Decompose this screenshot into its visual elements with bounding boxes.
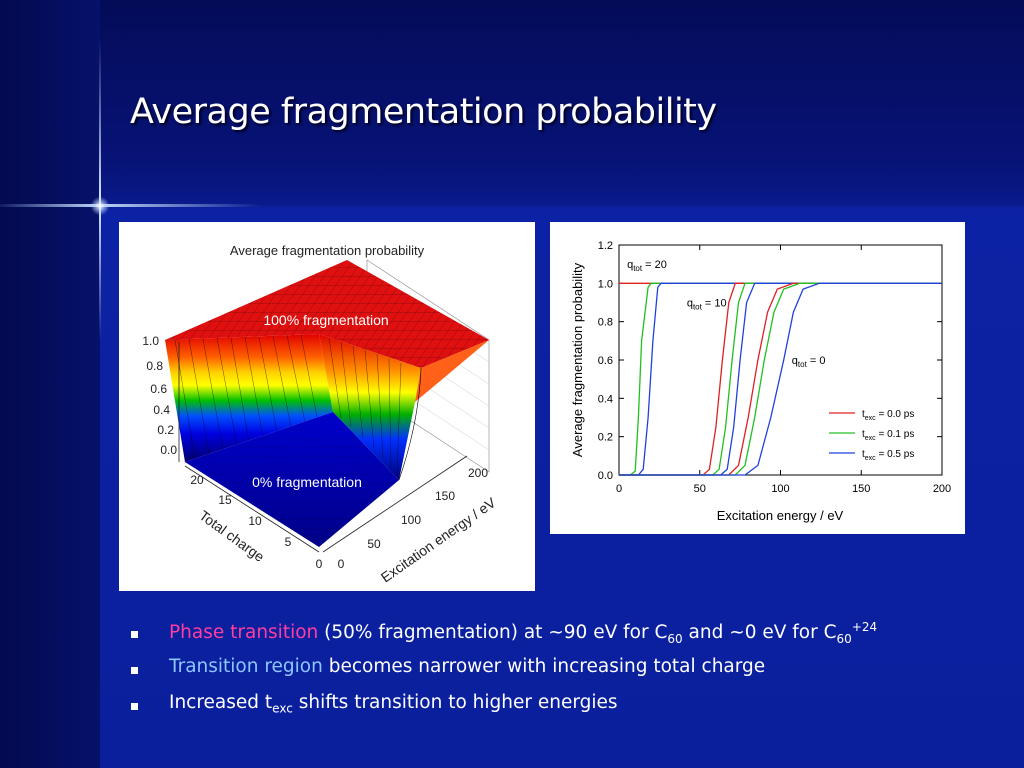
charge-annotation: qtot = 0	[792, 355, 826, 369]
charge-tick: 10	[248, 514, 262, 528]
bullet-text: (50% fragmentation) at ~90 eV for C	[318, 622, 668, 644]
series-lines	[619, 282, 942, 476]
series-line-q0	[619, 282, 942, 476]
surface-mesh	[174, 334, 402, 477]
energy-axis-title: Excitation energy / eV	[378, 494, 499, 586]
y-tick-label: 1.2	[598, 240, 613, 252]
z-tick: 0.2	[157, 423, 174, 437]
flare-vertical	[99, 40, 101, 340]
line-chart-svg: 0.0 0.2 0.4 0.6 0.8 1.0 1.2 0 50 100 150 200 qtot …	[570, 240, 951, 523]
series-line-q20	[619, 282, 942, 476]
series-line-q0	[619, 282, 942, 476]
legend-entry: texc = 0.5 ps	[862, 449, 914, 462]
bullet-highlight: Transition region	[169, 656, 323, 677]
bullet-item: Phase transition (50% fragmentation) at …	[128, 620, 877, 656]
surface-plot-svg: Average fragmentation probability 100% f…	[142, 243, 499, 586]
annotations: qtot = 20 qtot = 10 qtot = 0	[627, 259, 825, 369]
charge-ticks: 20 15 10 5 0	[190, 473, 322, 571]
legend-entry: texc = 0.1 ps	[862, 429, 914, 442]
legend-entry: texc = 0.0 ps	[862, 409, 914, 422]
z-ticks: 1.0 0.8 0.6 0.4 0.2 0.0	[142, 334, 177, 457]
y-tick-label: 0.0	[598, 470, 613, 482]
bullet-item: Increased texc shifts transition to high…	[128, 692, 877, 728]
flare-star-icon	[90, 197, 110, 215]
bullet-square-icon	[131, 667, 138, 674]
label-0-percent: 0% fragmentation	[252, 474, 362, 490]
z-tick: 0.4	[153, 403, 170, 417]
bullet-text: and ~0 eV for C	[682, 622, 837, 644]
y-tick-label: 0.6	[598, 355, 613, 367]
bullet-text: shifts transition to higher energies	[292, 692, 618, 713]
x-tick-label: 0	[616, 483, 622, 495]
superscript: +24	[851, 620, 878, 634]
series-line-q10	[619, 282, 942, 476]
energy-tick: 200	[468, 466, 488, 480]
series-line-q10	[619, 282, 942, 476]
bullet-text: Increased t	[169, 692, 273, 713]
x-tick-label: 100	[771, 483, 789, 495]
bullet-highlight: Phase transition	[169, 622, 319, 644]
y-tick-label: 0.2	[598, 432, 613, 444]
plot-frame	[618, 244, 943, 476]
charge-tick: 20	[190, 473, 204, 487]
subscript: 60	[836, 631, 852, 646]
z-tick: 0.0	[160, 443, 177, 457]
left-band	[0, 0, 100, 768]
bullet-list: Phase transition (50% fragmentation) at …	[128, 620, 877, 728]
surface-title: Average fragmentation probability	[230, 243, 425, 258]
bullet-item: Transition region becomes narrower with …	[128, 656, 877, 692]
front-wall	[165, 334, 333, 462]
bullet-square-icon	[131, 631, 138, 638]
subscript: 60	[667, 631, 683, 646]
energy-ticks: 0 50 100 150 200	[338, 466, 489, 571]
label-100-percent: 100% fragmentation	[263, 312, 388, 328]
charge-tick: 15	[218, 493, 232, 507]
charge-tick: 0	[316, 557, 323, 571]
y-tick-label: 0.8	[598, 317, 613, 329]
series-line-q10	[619, 282, 942, 476]
title-band	[0, 0, 1024, 205]
charge-annotation: qtot = 20	[627, 259, 667, 273]
charge-axis	[184, 465, 320, 553]
energy-tick: 100	[401, 513, 421, 527]
subscript: exc	[272, 701, 293, 716]
energy-tick: 50	[367, 537, 381, 551]
flare-horizontal	[0, 204, 260, 207]
bullet-text: becomes narrower with increasing total c…	[322, 656, 766, 677]
z-tick: 0.6	[150, 382, 167, 396]
series-line-q0	[619, 282, 942, 476]
x-tick-label: 50	[694, 483, 706, 495]
slide-title: Average fragmentation probability	[130, 92, 717, 132]
energy-tick: 150	[435, 489, 455, 503]
charge-annotation: qtot = 10	[687, 297, 727, 311]
x-tick-label: 200	[933, 483, 951, 495]
surface-plot-figure: Average fragmentation probability 100% f…	[119, 222, 535, 591]
charge-tick: 5	[285, 535, 292, 549]
z-tick: 0.8	[146, 359, 163, 373]
energy-axis	[322, 455, 468, 553]
line-chart-figure: 0.0 0.2 0.4 0.6 0.8 1.0 1.2 0 50 100 150 200 qtot …	[550, 222, 965, 534]
x-tick-label: 150	[852, 483, 870, 495]
series-line-q20	[619, 282, 942, 476]
bullet-square-icon	[131, 703, 138, 710]
y-tick-label: 1.0	[598, 278, 613, 290]
z-tick: 1.0	[142, 334, 159, 348]
energy-tick: 0	[338, 557, 345, 571]
y-axis-ticks: 0.0 0.2 0.4 0.6 0.8 1.0 1.2	[598, 240, 942, 482]
x-axis-ticks: 0 50 100 150 200	[616, 245, 951, 495]
legend: texc = 0.0 ps texc = 0.1 ps texc = 0.5 ps	[829, 409, 914, 462]
y-axis-label: Average fragmentation probability	[570, 262, 585, 457]
x-axis-label: Excitation energy / eV	[717, 508, 844, 523]
y-tick-label: 0.4	[598, 393, 613, 405]
